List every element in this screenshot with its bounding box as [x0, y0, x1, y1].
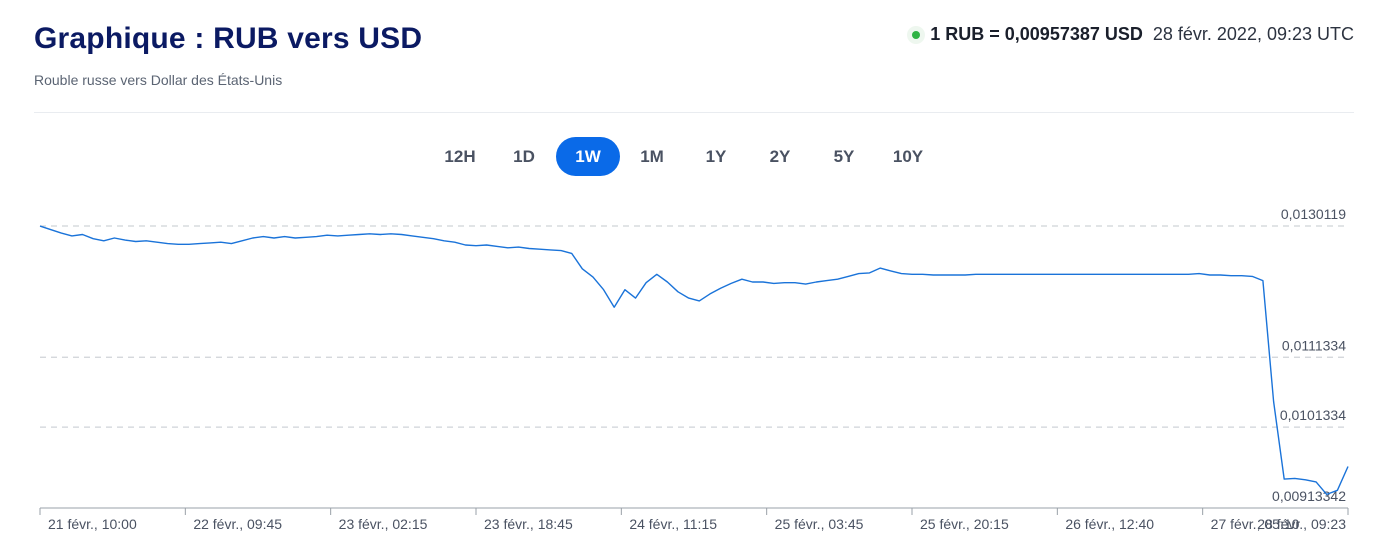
- page-title: Graphique : RUB vers USD: [34, 22, 423, 55]
- x-tick-label: 23 févr., 02:15: [339, 516, 428, 532]
- live-status-icon: [912, 30, 921, 39]
- rate-series-line: [39, 225, 1349, 496]
- y-tick-label: 0,00913342: [1272, 488, 1346, 504]
- range-tab-5y[interactable]: 5Y: [833, 147, 855, 166]
- range-tab-1m[interactable]: 1M: [640, 147, 664, 166]
- x-tick-label: 22 févr., 09:45: [193, 516, 282, 532]
- y-tick-label: 0,0130119: [1281, 206, 1346, 222]
- rate-line-chart[interactable]: 0,0130119 0,0111334 0,0101334 0,00913342 21 …: [0, 190, 1374, 556]
- range-tab-1d[interactable]: 1D: [513, 147, 535, 166]
- y-tick-label: 0,0101334: [1280, 407, 1346, 423]
- current-rate-panel: 1 RUB = 0,00957387 USD 28 févr. 2022, 09…: [912, 24, 1354, 45]
- range-tab-10y[interactable]: 10Y: [892, 147, 924, 166]
- x-tick-label: 25 févr., 20:15: [920, 516, 1009, 532]
- header-divider: [34, 112, 1354, 113]
- range-tab-1w[interactable]: 1W: [556, 137, 620, 176]
- x-tick-label: 25 févr., 03:45: [775, 516, 864, 532]
- x-tick-label: 27 févr., 05:10: [1211, 516, 1300, 532]
- range-tab-2y[interactable]: 2Y: [769, 147, 791, 166]
- current-rate: 1 RUB = 0,00957387 USD: [930, 24, 1143, 44]
- x-tick-label: 28 févr., 09:23: [1257, 516, 1346, 532]
- rate-timestamp: 28 févr. 2022, 09:23 UTC: [1152, 24, 1354, 44]
- x-tick-label: 23 févr., 18:45: [484, 516, 573, 532]
- x-tick-label: 24 févr., 11:15: [629, 516, 717, 532]
- time-range-tabs: 12H 1D 1W 1M 1Y 2Y 5Y 10Y: [428, 137, 940, 176]
- page-subtitle: Rouble russe vers Dollar des États-Unis: [34, 72, 283, 88]
- range-tab-12h[interactable]: 12H: [444, 147, 476, 166]
- x-tick-label: 21 févr., 10:00: [48, 516, 137, 532]
- range-tab-1y[interactable]: 1Y: [705, 147, 727, 166]
- y-tick-label: 0,0111334: [1282, 337, 1346, 353]
- x-tick-label: 26 févr., 12:40: [1065, 516, 1154, 532]
